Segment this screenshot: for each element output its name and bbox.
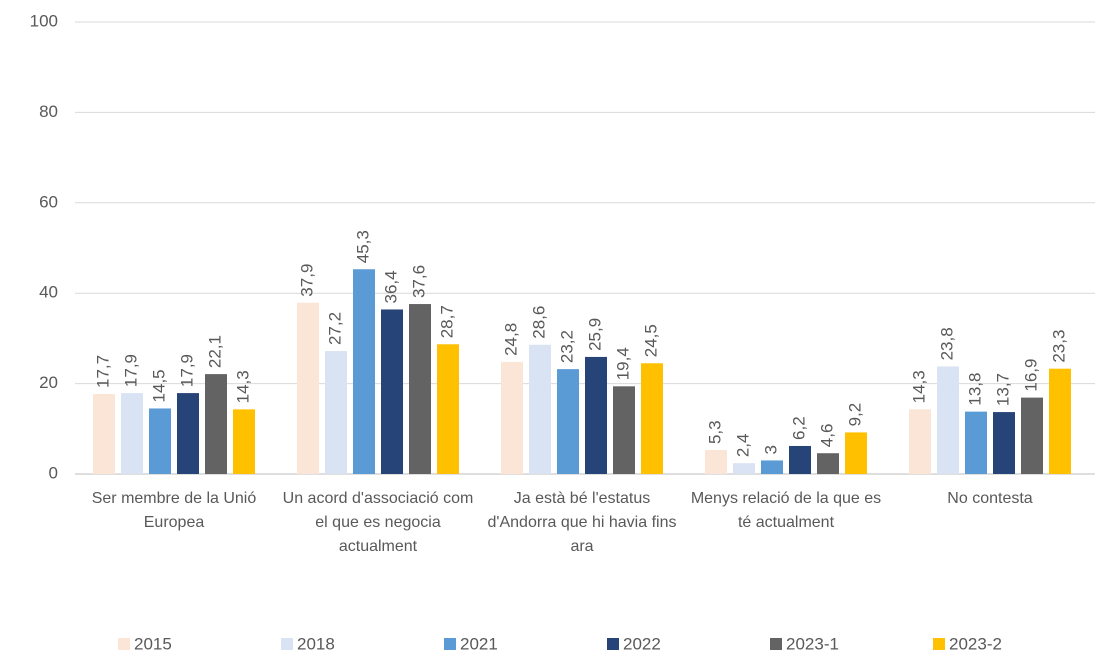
- y-tick-label: 80: [39, 102, 58, 121]
- bar: [501, 361, 523, 474]
- value-label: 17,9: [121, 354, 140, 387]
- value-label: 37,6: [409, 265, 428, 298]
- bar: [381, 309, 403, 474]
- value-label: 24,5: [641, 324, 660, 357]
- y-tick-label: 20: [39, 373, 58, 392]
- value-label: 28,6: [529, 306, 548, 339]
- value-label: 5,3: [705, 420, 724, 444]
- legend-label: 2021: [460, 634, 498, 653]
- bar: [353, 269, 375, 474]
- value-label: 25,9: [585, 318, 604, 351]
- legend-label: 2022: [623, 634, 661, 653]
- value-label: 22,1: [205, 335, 224, 368]
- legend-label: 2015: [134, 634, 172, 653]
- y-tick-label: 100: [30, 11, 58, 30]
- y-tick-label: 60: [39, 192, 58, 211]
- value-label: 19,4: [613, 347, 632, 380]
- value-label: 27,2: [325, 312, 344, 345]
- legend-label: 2023-1: [786, 634, 839, 653]
- bar: [845, 432, 867, 474]
- x-tick-label: No contesta: [947, 490, 1033, 507]
- value-label: 28,7: [437, 305, 456, 338]
- bar: [121, 393, 143, 474]
- bar: [177, 393, 199, 474]
- legend-swatch: [933, 638, 945, 650]
- y-tick-label: 0: [49, 463, 58, 482]
- legend-swatch: [770, 638, 782, 650]
- legend-label: 2023-2: [949, 634, 1002, 653]
- bar: [965, 411, 987, 474]
- bar: [641, 363, 663, 474]
- bar: [233, 409, 255, 474]
- legend-swatch: [444, 638, 456, 650]
- value-label: 36,4: [381, 270, 400, 303]
- bar: [761, 460, 783, 474]
- x-tick-label: Menys relació de la que es té actualment: [690, 490, 882, 531]
- value-label: 17,9: [177, 354, 196, 387]
- bar: [409, 304, 431, 474]
- bar: [789, 445, 811, 474]
- value-label: 16,9: [1021, 359, 1040, 392]
- y-tick-label: 40: [39, 283, 58, 302]
- value-label: 6,2: [789, 416, 808, 440]
- bar: [149, 408, 171, 474]
- value-label: 23,2: [557, 330, 576, 363]
- bar: [937, 366, 959, 474]
- legend-label: 2018: [297, 634, 335, 653]
- x-tick-label: Ser membre de la Unió Europea: [91, 490, 257, 531]
- value-label: 14,3: [909, 370, 928, 403]
- bar: [557, 369, 579, 474]
- value-label: 14,3: [233, 370, 252, 403]
- value-label: 23,3: [1049, 330, 1068, 363]
- x-tick-label: Ja està bé l'estatus d'Andorra que hi ha…: [487, 490, 677, 555]
- bar: [297, 302, 319, 474]
- value-label: 13,8: [965, 373, 984, 406]
- bar: [205, 374, 227, 474]
- bar: [437, 344, 459, 474]
- legend-swatch: [281, 638, 293, 650]
- bar: [1021, 397, 1043, 474]
- value-label: 37,9: [297, 264, 316, 297]
- value-label: 23,8: [937, 327, 956, 360]
- value-label: 45,3: [353, 230, 372, 263]
- bar: [817, 453, 839, 474]
- value-label: 3: [761, 445, 780, 454]
- bar: [93, 393, 115, 474]
- value-label: 24,8: [501, 323, 520, 356]
- bar: [993, 412, 1015, 474]
- bar: [1049, 368, 1071, 474]
- x-tick-label: Un acord d'associació com el que es nego…: [282, 490, 474, 555]
- value-label: 4,6: [817, 424, 836, 448]
- bar: [733, 463, 755, 474]
- value-label: 13,7: [993, 373, 1012, 406]
- bar: [613, 386, 635, 474]
- value-label: 9,2: [845, 403, 864, 427]
- legend-swatch: [118, 638, 130, 650]
- value-label: 2,4: [733, 434, 752, 458]
- value-label: 17,7: [93, 355, 112, 388]
- value-label: 14,5: [149, 369, 168, 402]
- legend-swatch: [607, 638, 619, 650]
- bar: [909, 409, 931, 474]
- bar: [705, 450, 727, 474]
- bar: [529, 344, 551, 474]
- bar: [585, 356, 607, 474]
- bar: [325, 351, 347, 474]
